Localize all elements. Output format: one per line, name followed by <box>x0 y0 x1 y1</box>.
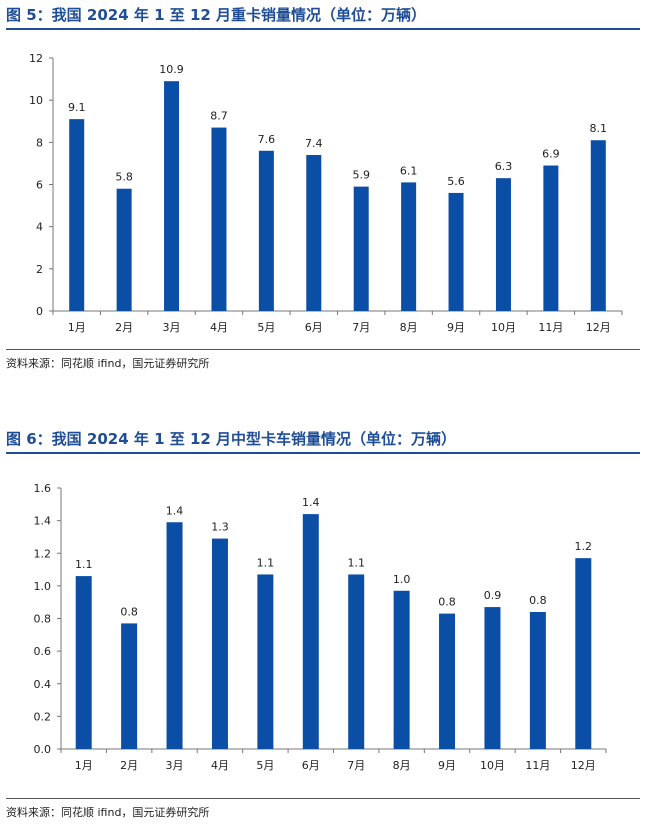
y-tick-label: 1.2 <box>34 547 52 560</box>
y-tick-label: 0.8 <box>34 613 52 626</box>
bar-value-label: 6.1 <box>400 164 418 177</box>
bar <box>166 522 183 749</box>
bar-value-label: 10.9 <box>159 63 184 76</box>
x-tick-label: 4月 <box>211 759 229 772</box>
y-tick-label: 10 <box>29 94 43 107</box>
bar-value-label: 9.1 <box>68 101 86 114</box>
x-tick-label: 6月 <box>305 321 323 334</box>
bar-value-label: 7.6 <box>258 133 276 146</box>
bar-value-label: 0.8 <box>529 594 547 607</box>
bar <box>348 574 365 749</box>
bar <box>448 192 464 311</box>
bar <box>529 611 546 749</box>
bar-value-label: 8.7 <box>210 110 228 123</box>
bar-value-label: 1.4 <box>302 496 320 509</box>
bar <box>116 188 132 311</box>
bar-value-label: 5.9 <box>352 169 370 182</box>
y-tick-label: 6 <box>36 179 43 192</box>
x-tick-label: 11月 <box>538 321 563 334</box>
x-tick-label: 3月 <box>163 321 181 334</box>
bar <box>495 178 511 311</box>
x-tick-label: 12月 <box>586 321 611 334</box>
y-tick-label: 12 <box>29 52 43 65</box>
y-tick-label: 0.6 <box>34 645 52 658</box>
y-tick-label: 0.2 <box>34 710 52 723</box>
bar <box>257 574 274 749</box>
bar-value-label: 1.1 <box>257 556 275 569</box>
figure5-top-rule <box>6 28 640 30</box>
bar <box>211 538 228 749</box>
bar-value-label: 8.1 <box>590 122 608 135</box>
bar <box>401 182 417 311</box>
bar <box>258 150 274 311</box>
x-tick-label: 9月 <box>447 321 465 334</box>
bar-value-label: 1.4 <box>166 504 184 517</box>
y-tick-label: 8 <box>36 136 43 149</box>
y-tick-label: 4 <box>36 221 43 234</box>
bar-value-label: 0.9 <box>484 589 502 602</box>
bar <box>75 576 92 749</box>
bar <box>484 607 501 749</box>
x-tick-label: 12月 <box>571 759 596 772</box>
bar <box>306 154 322 311</box>
figure5-bottom-rule <box>6 349 640 350</box>
figure6-source: 资料来源：同花顺 ifind，国元证券研究所 <box>6 806 210 819</box>
bar-value-label: 7.4 <box>305 137 323 150</box>
x-tick-label: 9月 <box>438 759 456 772</box>
bar-value-label: 1.1 <box>347 556 365 569</box>
bar-value-label: 1.3 <box>211 521 229 534</box>
figure5-source: 资料来源：同花顺 ifind，国元证券研究所 <box>6 357 210 370</box>
bar-value-label: 1.0 <box>393 573 411 586</box>
x-tick-label: 8月 <box>400 321 418 334</box>
figure6-bottom-rule <box>6 798 640 799</box>
bar <box>353 186 369 311</box>
x-tick-label: 10月 <box>491 321 516 334</box>
x-tick-label: 7月 <box>347 759 365 772</box>
x-tick-label: 11月 <box>525 759 550 772</box>
x-tick-label: 2月 <box>120 759 138 772</box>
bar <box>575 558 592 749</box>
y-tick-label: 0.0 <box>34 743 52 756</box>
x-tick-label: 8月 <box>393 759 411 772</box>
bar-value-label: 5.8 <box>115 171 133 184</box>
bar <box>302 514 319 749</box>
bar-value-label: 5.6 <box>447 175 465 188</box>
bar-value-label: 6.3 <box>495 160 513 173</box>
figure5-title: 图 5：我国 2024 年 1 至 12 月重卡销量情况（单位：万辆） <box>6 6 427 24</box>
bar-value-label: 0.8 <box>120 605 138 618</box>
x-tick-label: 5月 <box>256 759 274 772</box>
x-tick-label: 4月 <box>210 321 228 334</box>
y-tick-label: 1.4 <box>34 515 52 528</box>
x-tick-label: 5月 <box>257 321 275 334</box>
figure6-bar-chart: 0.0 0.2 0.4 0.6 0.8 1.0 1.2 1.4 1.6 1.1 1月 0.8 2月 1.4… <box>34 482 607 772</box>
y-tick-label: 1.0 <box>34 580 52 593</box>
x-tick-label: 10月 <box>480 759 505 772</box>
bar <box>439 613 456 749</box>
figure5-bar-chart: 0 2 4 6 8 10 12 9.1 1月 5.8 2月 10.9 3月 8.7 4月 7.6 5月 7.4 6月… <box>29 52 623 334</box>
x-tick-label: 6月 <box>302 759 320 772</box>
bar <box>69 119 85 312</box>
bar-value-label: 1.1 <box>75 558 93 571</box>
figure6-top-rule <box>6 452 640 454</box>
bar-value-label: 0.8 <box>438 596 456 609</box>
x-tick-label: 1月 <box>75 759 93 772</box>
bar <box>211 127 227 311</box>
x-tick-label: 3月 <box>166 759 184 772</box>
x-tick-label: 7月 <box>352 321 370 334</box>
bar <box>164 81 180 311</box>
bar <box>590 140 606 311</box>
x-tick-label: 2月 <box>115 321 133 334</box>
y-tick-label: 1.6 <box>34 482 52 495</box>
figure6-title: 图 6：我国 2024 年 1 至 12 月中型卡车销量情况（单位：万辆） <box>6 430 457 448</box>
x-tick-label: 1月 <box>68 321 86 334</box>
bar-value-label: 6.9 <box>542 148 560 161</box>
bar-value-label: 1.2 <box>575 540 593 553</box>
y-tick-label: 2 <box>36 263 43 276</box>
bar <box>393 590 410 749</box>
y-tick-label: 0.4 <box>34 678 52 691</box>
bar <box>121 623 138 749</box>
bar <box>543 165 559 311</box>
y-tick-label: 0 <box>36 305 43 318</box>
